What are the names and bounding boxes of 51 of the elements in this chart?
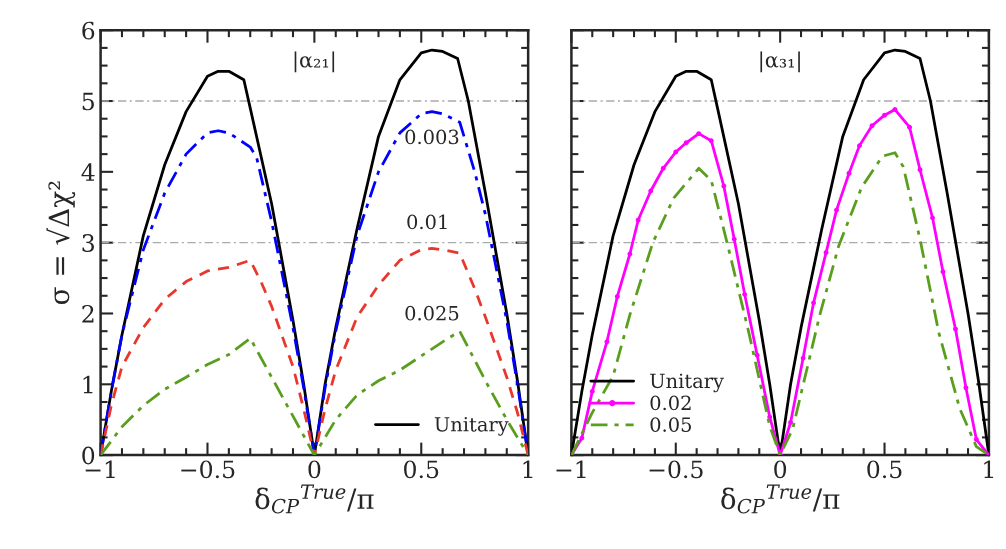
point (696, 131, 702, 137)
point (754, 352, 760, 358)
x-tick-label: 0 (774, 460, 787, 479)
legend-label: Unitary (650, 373, 724, 393)
x-tick-label: −0.5 (181, 460, 235, 479)
point (811, 300, 816, 306)
y-tick-label: 6 (82, 21, 95, 40)
point (614, 294, 620, 299)
annotation: 0.025 (405, 305, 459, 321)
annotation: |α₂₁| (294, 51, 335, 73)
y-tick-label: 2 (82, 304, 94, 323)
x-tick-label: 1 (523, 460, 533, 478)
point (857, 143, 862, 149)
x-axis-title: δ$_{CP}$$^{True}$/π (721, 484, 840, 514)
point (788, 420, 794, 425)
annotation: |α₃₁| (760, 51, 800, 73)
point (683, 140, 689, 146)
point (660, 165, 666, 171)
y-tick-label: 3 (82, 234, 94, 252)
y-tick-label: 4 (81, 163, 95, 181)
point (917, 167, 923, 173)
point (940, 269, 946, 275)
point (708, 138, 714, 144)
point (846, 170, 852, 176)
point (907, 124, 913, 130)
x-tick-label: 1 (984, 460, 994, 478)
x-tick-label: 0.5 (404, 460, 439, 479)
point (589, 388, 595, 394)
x-tick-label: −1 (556, 460, 586, 478)
x-tick-label: 0.5 (867, 460, 902, 479)
y-tick-label: 5 (82, 92, 94, 111)
y-tick-label: 1 (83, 375, 93, 394)
legend-label: 0.05 (650, 417, 691, 432)
point (731, 236, 737, 242)
point (648, 188, 654, 194)
annotation: 0.01 (407, 214, 447, 230)
point (742, 291, 748, 297)
point (767, 414, 773, 420)
x-axis-title: δ$_{CP}$$^{True}$/π (255, 484, 374, 514)
point (973, 437, 979, 442)
x-tick-label: 0 (308, 460, 321, 479)
legend-label: 0.02 (650, 395, 691, 411)
annotation: 0.003 (405, 129, 459, 145)
legend-label: Unitary (434, 417, 509, 436)
point (673, 149, 679, 155)
point (721, 183, 727, 189)
point (635, 217, 641, 223)
point (604, 339, 610, 345)
x-tick-label: −0.5 (649, 460, 703, 479)
point (869, 123, 875, 129)
y-axis-title: σ = √Δχ² (46, 181, 76, 305)
